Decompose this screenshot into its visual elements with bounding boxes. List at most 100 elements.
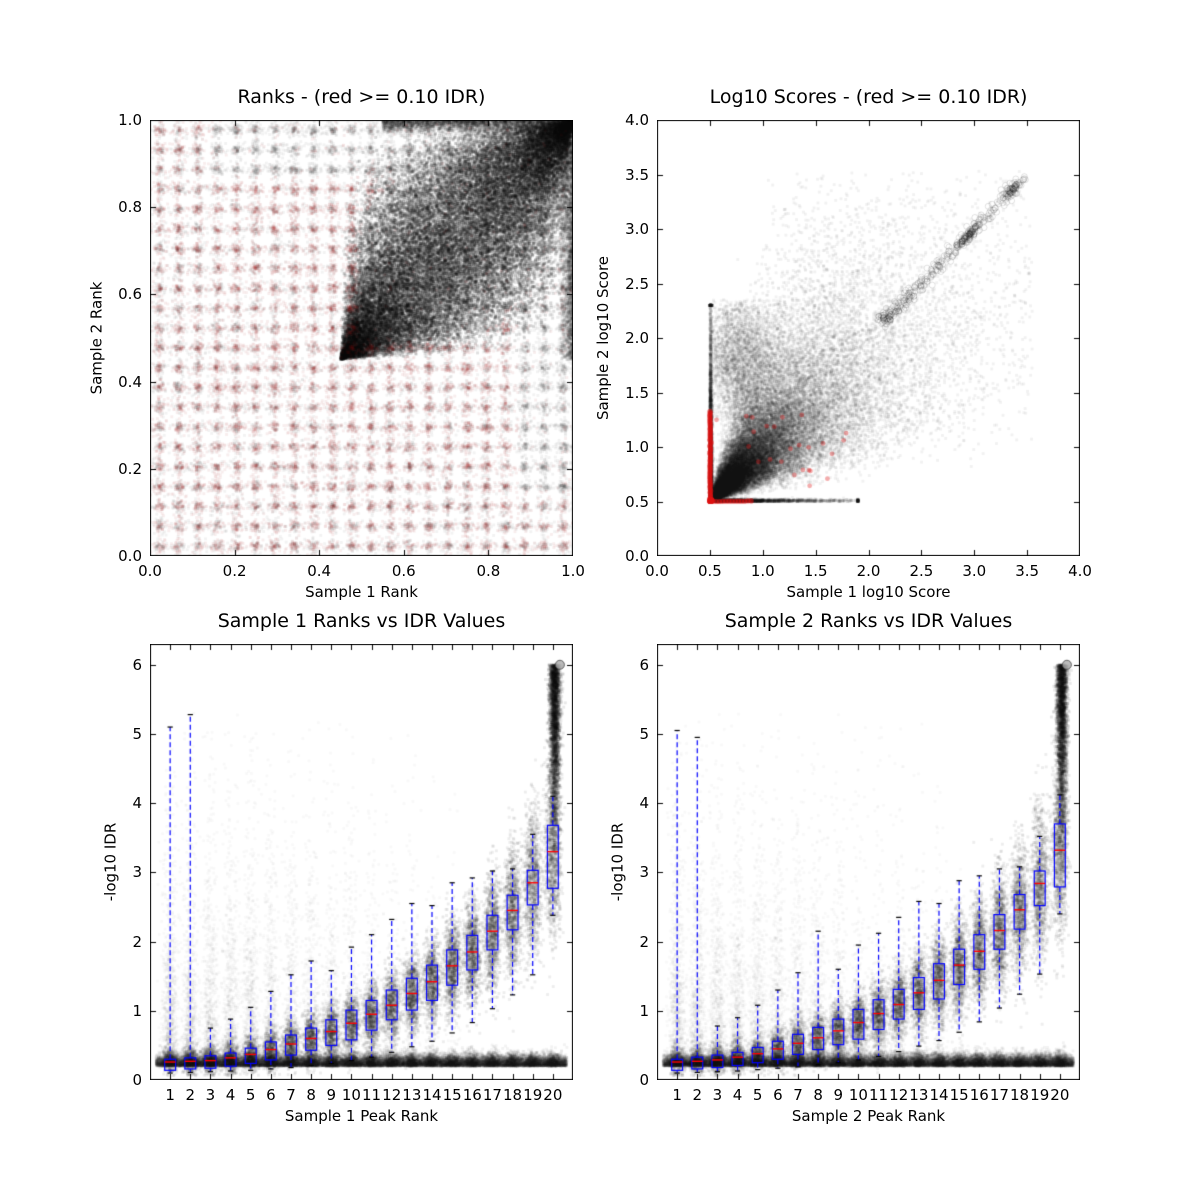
x-tick-label: 9 — [326, 1086, 337, 1104]
x-tick-label: 14 — [929, 1086, 949, 1104]
x-tick-label: 18 — [503, 1086, 523, 1104]
x-tick-label: 19 — [523, 1086, 543, 1104]
x-tick-label: 2.0 — [856, 562, 881, 580]
x-tick-label: 16 — [969, 1086, 989, 1104]
x-axis-label: Sample 1 Rank — [305, 583, 418, 601]
x-tick-label: 12 — [382, 1086, 402, 1104]
x-tick-label: 10 — [848, 1086, 868, 1104]
x-axis-label: Sample 1 Peak Rank — [284, 1107, 439, 1125]
plot-title: Sample 2 Ranks vs IDR Values — [724, 610, 1013, 632]
x-tick-label: 2 — [692, 1086, 703, 1104]
y-tick-label: 2 — [132, 932, 142, 951]
y-tick-label: 0.0 — [625, 547, 649, 565]
x-tick-label: 11 — [362, 1086, 382, 1104]
x-tick-label: 18 — [1010, 1086, 1030, 1104]
x-tick-label: 1.0 — [750, 562, 775, 580]
y-tick-label: 3.5 — [625, 165, 649, 184]
ranks-scatter-canvas — [150, 120, 573, 556]
sample2-idr-canvas — [657, 644, 1080, 1080]
y-tick-label: 1 — [132, 1001, 142, 1020]
y-tick-label: 1 — [639, 1001, 649, 1020]
x-tick-label: 8 — [306, 1086, 316, 1104]
x-axis-label: Sample 2 Peak Rank — [791, 1107, 946, 1125]
x-tick-label: 0.2 — [222, 562, 247, 580]
x-tick-label: 4 — [225, 1086, 236, 1104]
y-tick-label: 0.8 — [118, 198, 142, 217]
subplot-sample1-idr-boxplot: Sample 1 Ranks vs IDR Values -log10 IDR … — [101, 610, 573, 1125]
plot-area — [657, 120, 1080, 556]
x-tick-label: 1 — [165, 1086, 175, 1104]
x-tick-label: 0.8 — [476, 562, 501, 580]
y-tick-label: 2.0 — [625, 329, 649, 347]
x-tick-label: 0.4 — [307, 562, 332, 580]
y-tick-label: 0 — [132, 1071, 142, 1089]
x-tick-label: 4 — [732, 1086, 743, 1104]
x-tick-label: 20 — [1050, 1086, 1070, 1104]
x-tick-label: 5 — [752, 1086, 763, 1104]
x-tick-label: 12 — [889, 1086, 909, 1104]
x-tick-label: 6 — [266, 1086, 276, 1104]
x-tick-label: 3.0 — [962, 562, 987, 580]
x-tick-label: 5 — [245, 1086, 256, 1104]
subplot-sample2-idr-boxplot: Sample 2 Ranks vs IDR Values -log10 IDR … — [608, 610, 1080, 1125]
x-tick-label: 14 — [422, 1086, 442, 1104]
x-tick-label: 3 — [205, 1086, 216, 1104]
y-axis-label: -log10 IDR — [101, 822, 119, 902]
x-tick-label: 11 — [869, 1086, 889, 1104]
x-tick-label: 2 — [185, 1086, 196, 1104]
x-tick-label: 0.0 — [138, 562, 162, 580]
y-tick-label: 4 — [132, 794, 142, 813]
x-tick-label: 1.0 — [561, 562, 585, 580]
y-tick-label: 1.0 — [625, 438, 649, 456]
plot-area — [150, 120, 573, 556]
y-tick-label: 3.0 — [625, 220, 649, 238]
y-tick-label: 1.0 — [118, 111, 142, 129]
x-tick-label: 17 — [989, 1086, 1009, 1104]
y-tick-label: 5 — [639, 724, 649, 743]
y-tick-label: 0.6 — [118, 285, 142, 304]
y-tick-label: 1.5 — [625, 383, 649, 402]
x-tick-label: 10 — [341, 1086, 361, 1104]
y-axis-label-wrap: Sample 2 Rank — [86, 120, 106, 556]
x-tick-label: 8 — [813, 1086, 823, 1104]
x-tick-label: 19 — [1030, 1086, 1050, 1104]
x-tick-label: 13 — [909, 1086, 929, 1104]
x-tick-label: 3.5 — [1015, 562, 1040, 580]
plot-title: Ranks - (red >= 0.10 IDR) — [237, 86, 486, 108]
plot-title: Sample 1 Ranks vs IDR Values — [217, 610, 506, 632]
x-axis-label: Sample 1 log10 Score — [786, 583, 951, 601]
y-axis-label: -log10 IDR — [608, 822, 626, 902]
y-tick-label: 6 — [639, 655, 649, 674]
scores-scatter-canvas — [657, 120, 1080, 556]
y-tick-label: 0.4 — [118, 372, 142, 391]
plot-title: Log10 Scores - (red >= 0.10 IDR) — [709, 86, 1028, 108]
x-tick-label: 7 — [793, 1086, 803, 1104]
x-tick-label: 9 — [833, 1086, 844, 1104]
x-tick-label: 3 — [712, 1086, 723, 1104]
y-tick-label: 0.2 — [118, 459, 142, 478]
x-tick-label: 13 — [402, 1086, 422, 1104]
y-tick-label: 6 — [132, 655, 142, 674]
x-tick-label: 15 — [442, 1086, 462, 1104]
subplot-rank-scatter: Ranks - (red >= 0.10 IDR) Sample 2 Rank … — [87, 86, 585, 601]
plot-area — [657, 644, 1080, 1080]
plot-area — [150, 644, 573, 1080]
y-tick-label: 3 — [132, 863, 142, 882]
x-tick-label: 6 — [773, 1086, 783, 1104]
y-tick-label: 3 — [639, 863, 649, 882]
x-tick-label: 0.0 — [645, 562, 669, 580]
y-tick-label: 0.5 — [625, 492, 649, 511]
y-tick-label: 2 — [639, 932, 649, 951]
x-tick-label: 2.5 — [909, 562, 934, 580]
subplot-score-scatter: Log10 Scores - (red >= 0.10 IDR) Sample … — [594, 86, 1092, 601]
x-tick-label: 0.5 — [697, 562, 722, 580]
x-tick-label: 20 — [543, 1086, 563, 1104]
x-tick-label: 4.0 — [1068, 562, 1092, 580]
y-tick-label: 4.0 — [625, 111, 649, 129]
y-tick-label: 2.5 — [625, 274, 649, 293]
y-tick-label: 0.0 — [118, 547, 142, 565]
sample1-idr-canvas — [150, 644, 573, 1080]
x-tick-label: 15 — [949, 1086, 969, 1104]
x-tick-label: 1.5 — [803, 562, 828, 580]
